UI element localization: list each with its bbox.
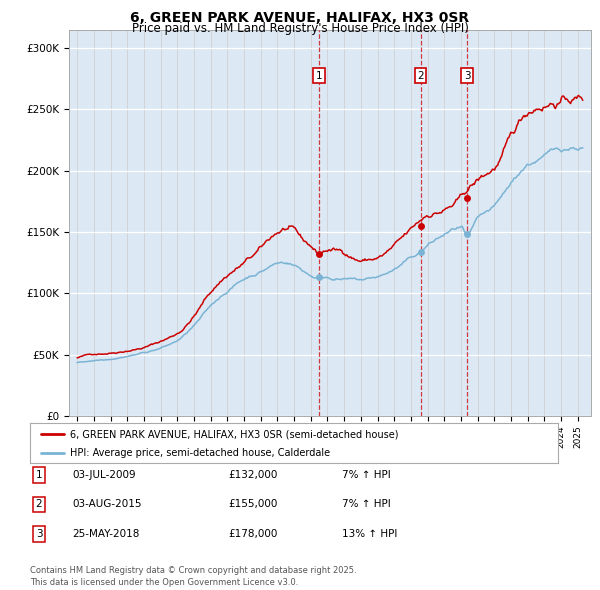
Text: 13% ↑ HPI: 13% ↑ HPI: [342, 529, 397, 539]
Text: £132,000: £132,000: [228, 470, 277, 480]
Text: 2: 2: [417, 71, 424, 81]
Text: 6, GREEN PARK AVENUE, HALIFAX, HX3 0SR: 6, GREEN PARK AVENUE, HALIFAX, HX3 0SR: [130, 11, 470, 25]
Text: Contains HM Land Registry data © Crown copyright and database right 2025.
This d: Contains HM Land Registry data © Crown c…: [30, 566, 356, 587]
Text: 2: 2: [35, 500, 43, 509]
Text: Price paid vs. HM Land Registry's House Price Index (HPI): Price paid vs. HM Land Registry's House …: [131, 22, 469, 35]
Text: £178,000: £178,000: [228, 529, 277, 539]
Text: £155,000: £155,000: [228, 500, 277, 509]
Text: 3: 3: [35, 529, 43, 539]
Text: 25-MAY-2018: 25-MAY-2018: [72, 529, 139, 539]
Text: 7% ↑ HPI: 7% ↑ HPI: [342, 470, 391, 480]
Text: 1: 1: [35, 470, 43, 480]
Text: 7% ↑ HPI: 7% ↑ HPI: [342, 500, 391, 509]
Text: 3: 3: [464, 71, 470, 81]
Text: 03-AUG-2015: 03-AUG-2015: [72, 500, 142, 509]
Text: 6, GREEN PARK AVENUE, HALIFAX, HX3 0SR (semi-detached house): 6, GREEN PARK AVENUE, HALIFAX, HX3 0SR (…: [70, 430, 398, 440]
Text: 1: 1: [316, 71, 322, 81]
Text: 03-JUL-2009: 03-JUL-2009: [72, 470, 136, 480]
Text: HPI: Average price, semi-detached house, Calderdale: HPI: Average price, semi-detached house,…: [70, 448, 330, 458]
